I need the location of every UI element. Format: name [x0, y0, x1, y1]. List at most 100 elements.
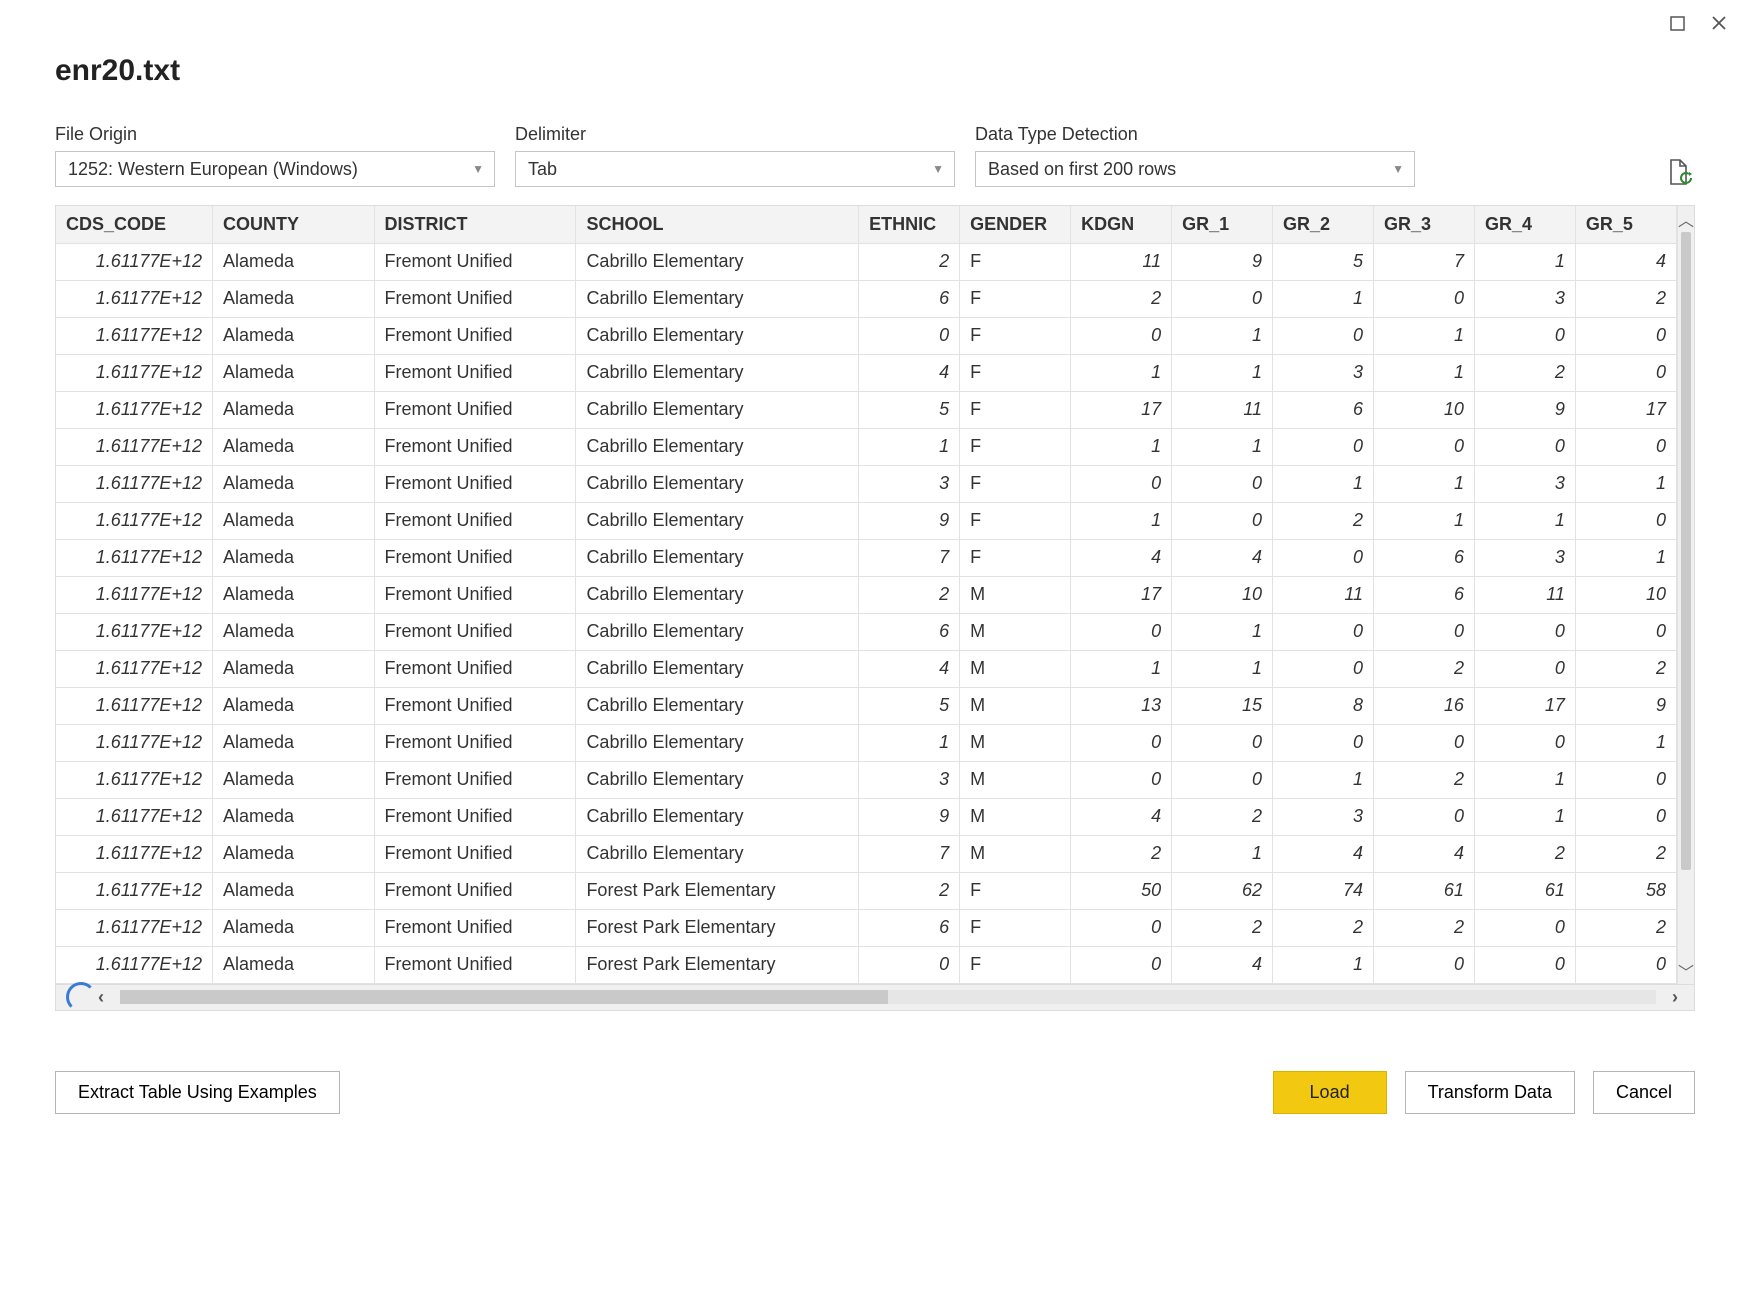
- table-cell: 0: [1474, 650, 1575, 687]
- table-cell: 1.61177E+12: [56, 428, 212, 465]
- table-row[interactable]: 1.61177E+12AlamedaFremont UnifiedCabrill…: [56, 428, 1677, 465]
- table-row[interactable]: 1.61177E+12AlamedaFremont UnifiedCabrill…: [56, 502, 1677, 539]
- hscroll-track[interactable]: [120, 990, 1656, 1004]
- table-cell: 1: [1575, 465, 1676, 502]
- column-header[interactable]: DISTRICT: [374, 206, 576, 243]
- table-row[interactable]: 1.61177E+12AlamedaFremont UnifiedCabrill…: [56, 465, 1677, 502]
- table-row[interactable]: 1.61177E+12AlamedaFremont UnifiedCabrill…: [56, 539, 1677, 576]
- table-cell: Fremont Unified: [374, 798, 576, 835]
- table-cell: 1: [1071, 428, 1172, 465]
- table-cell: 0: [1374, 428, 1475, 465]
- table-cell: Alameda: [212, 354, 374, 391]
- table-row[interactable]: 1.61177E+12AlamedaFremont UnifiedCabrill…: [56, 280, 1677, 317]
- column-header[interactable]: GR_2: [1273, 206, 1374, 243]
- table-row[interactable]: 1.61177E+12AlamedaFremont UnifiedCabrill…: [56, 613, 1677, 650]
- table-cell: 3: [1273, 798, 1374, 835]
- detection-dropdown[interactable]: Based on first 200 rows ▼: [975, 151, 1415, 187]
- table-cell: Fremont Unified: [374, 243, 576, 280]
- column-header[interactable]: CDS_CODE: [56, 206, 212, 243]
- vscroll-track[interactable]: [1678, 232, 1694, 958]
- scroll-up-icon[interactable]: ︿: [1678, 206, 1694, 232]
- table-row[interactable]: 1.61177E+12AlamedaFremont UnifiedCabrill…: [56, 835, 1677, 872]
- maximize-icon[interactable]: [1668, 14, 1686, 32]
- load-button[interactable]: Load: [1273, 1071, 1387, 1114]
- table-cell: 9: [859, 502, 960, 539]
- table-row[interactable]: 1.61177E+12AlamedaFremont UnifiedCabrill…: [56, 761, 1677, 798]
- scroll-right-icon[interactable]: ›: [1662, 985, 1688, 1010]
- table-cell: F: [960, 539, 1071, 576]
- column-header[interactable]: COUNTY: [212, 206, 374, 243]
- table-cell: 1: [1273, 465, 1374, 502]
- table-row[interactable]: 1.61177E+12AlamedaFremont UnifiedCabrill…: [56, 576, 1677, 613]
- table-body: 1.61177E+12AlamedaFremont UnifiedCabrill…: [56, 243, 1677, 983]
- table-cell: 2: [1172, 798, 1273, 835]
- horizontal-scrollbar[interactable]: ‹ ›: [55, 985, 1695, 1011]
- table-cell: Fremont Unified: [374, 687, 576, 724]
- table-row[interactable]: 1.61177E+12AlamedaFremont UnifiedCabrill…: [56, 650, 1677, 687]
- table-cell: Alameda: [212, 724, 374, 761]
- table-cell: Cabrillo Elementary: [576, 428, 859, 465]
- table-cell: F: [960, 946, 1071, 983]
- column-header[interactable]: SCHOOL: [576, 206, 859, 243]
- table-cell: 0: [1071, 465, 1172, 502]
- cancel-button[interactable]: Cancel: [1593, 1071, 1695, 1114]
- table-cell: 1: [1172, 835, 1273, 872]
- table-cell: 2: [859, 872, 960, 909]
- scroll-down-icon[interactable]: ﹀: [1678, 958, 1694, 984]
- transform-data-button[interactable]: Transform Data: [1405, 1071, 1575, 1114]
- table-row[interactable]: 1.61177E+12AlamedaFremont UnifiedCabrill…: [56, 243, 1677, 280]
- column-header[interactable]: GR_4: [1474, 206, 1575, 243]
- table-cell: 1: [1474, 761, 1575, 798]
- data-table-wrap: CDS_CODECOUNTYDISTRICTSCHOOLETHNICGENDER…: [55, 205, 1695, 985]
- table-row[interactable]: 1.61177E+12AlamedaFremont UnifiedCabrill…: [56, 798, 1677, 835]
- table-cell: Fremont Unified: [374, 539, 576, 576]
- table-cell: 1.61177E+12: [56, 798, 212, 835]
- table-cell: Fremont Unified: [374, 909, 576, 946]
- table-cell: 0: [1172, 724, 1273, 761]
- column-header[interactable]: GR_1: [1172, 206, 1273, 243]
- extract-table-button[interactable]: Extract Table Using Examples: [55, 1071, 340, 1114]
- column-header[interactable]: GR_3: [1374, 206, 1475, 243]
- table-cell: Alameda: [212, 909, 374, 946]
- vscroll-thumb[interactable]: [1681, 232, 1691, 870]
- table-cell: Alameda: [212, 428, 374, 465]
- column-header[interactable]: GENDER: [960, 206, 1071, 243]
- table-cell: 1: [1172, 428, 1273, 465]
- table-row[interactable]: 1.61177E+12AlamedaFremont UnifiedForest …: [56, 946, 1677, 983]
- table-row[interactable]: 1.61177E+12AlamedaFremont UnifiedCabrill…: [56, 317, 1677, 354]
- table-cell: 1: [1172, 354, 1273, 391]
- table-cell: 6: [1374, 576, 1475, 613]
- table-cell: 1: [1071, 650, 1172, 687]
- hscroll-thumb[interactable]: [120, 990, 888, 1004]
- table-cell: 7: [1374, 243, 1475, 280]
- table-row[interactable]: 1.61177E+12AlamedaFremont UnifiedForest …: [56, 909, 1677, 946]
- table-cell: Alameda: [212, 576, 374, 613]
- table-cell: 0: [859, 317, 960, 354]
- table-cell: 1: [1172, 613, 1273, 650]
- table-row[interactable]: 1.61177E+12AlamedaFremont UnifiedCabrill…: [56, 687, 1677, 724]
- table-cell: Forest Park Elementary: [576, 872, 859, 909]
- column-header[interactable]: ETHNIC: [859, 206, 960, 243]
- table-cell: Alameda: [212, 650, 374, 687]
- table-cell: 2: [1575, 280, 1676, 317]
- table-cell: Fremont Unified: [374, 391, 576, 428]
- refresh-icon[interactable]: [1665, 157, 1695, 187]
- close-icon[interactable]: [1710, 14, 1728, 32]
- footer: Extract Table Using Examples Load Transf…: [55, 1071, 1695, 1114]
- vertical-scrollbar[interactable]: ︿ ﹀: [1677, 206, 1694, 984]
- table-cell: 3: [1273, 354, 1374, 391]
- table-row[interactable]: 1.61177E+12AlamedaFremont UnifiedForest …: [56, 872, 1677, 909]
- table-row[interactable]: 1.61177E+12AlamedaFremont UnifiedCabrill…: [56, 354, 1677, 391]
- table-row[interactable]: 1.61177E+12AlamedaFremont UnifiedCabrill…: [56, 724, 1677, 761]
- file-origin-group: File Origin 1252: Western European (Wind…: [55, 124, 495, 187]
- column-header[interactable]: GR_5: [1575, 206, 1676, 243]
- column-header[interactable]: KDGN: [1071, 206, 1172, 243]
- table-cell: 1.61177E+12: [56, 724, 212, 761]
- table-cell: 0: [1374, 724, 1475, 761]
- file-origin-dropdown[interactable]: 1252: Western European (Windows) ▼: [55, 151, 495, 187]
- delimiter-dropdown[interactable]: Tab ▼: [515, 151, 955, 187]
- table-cell: 2: [1071, 835, 1172, 872]
- table-row[interactable]: 1.61177E+12AlamedaFremont UnifiedCabrill…: [56, 391, 1677, 428]
- table-cell: 1: [1474, 243, 1575, 280]
- table-cell: F: [960, 428, 1071, 465]
